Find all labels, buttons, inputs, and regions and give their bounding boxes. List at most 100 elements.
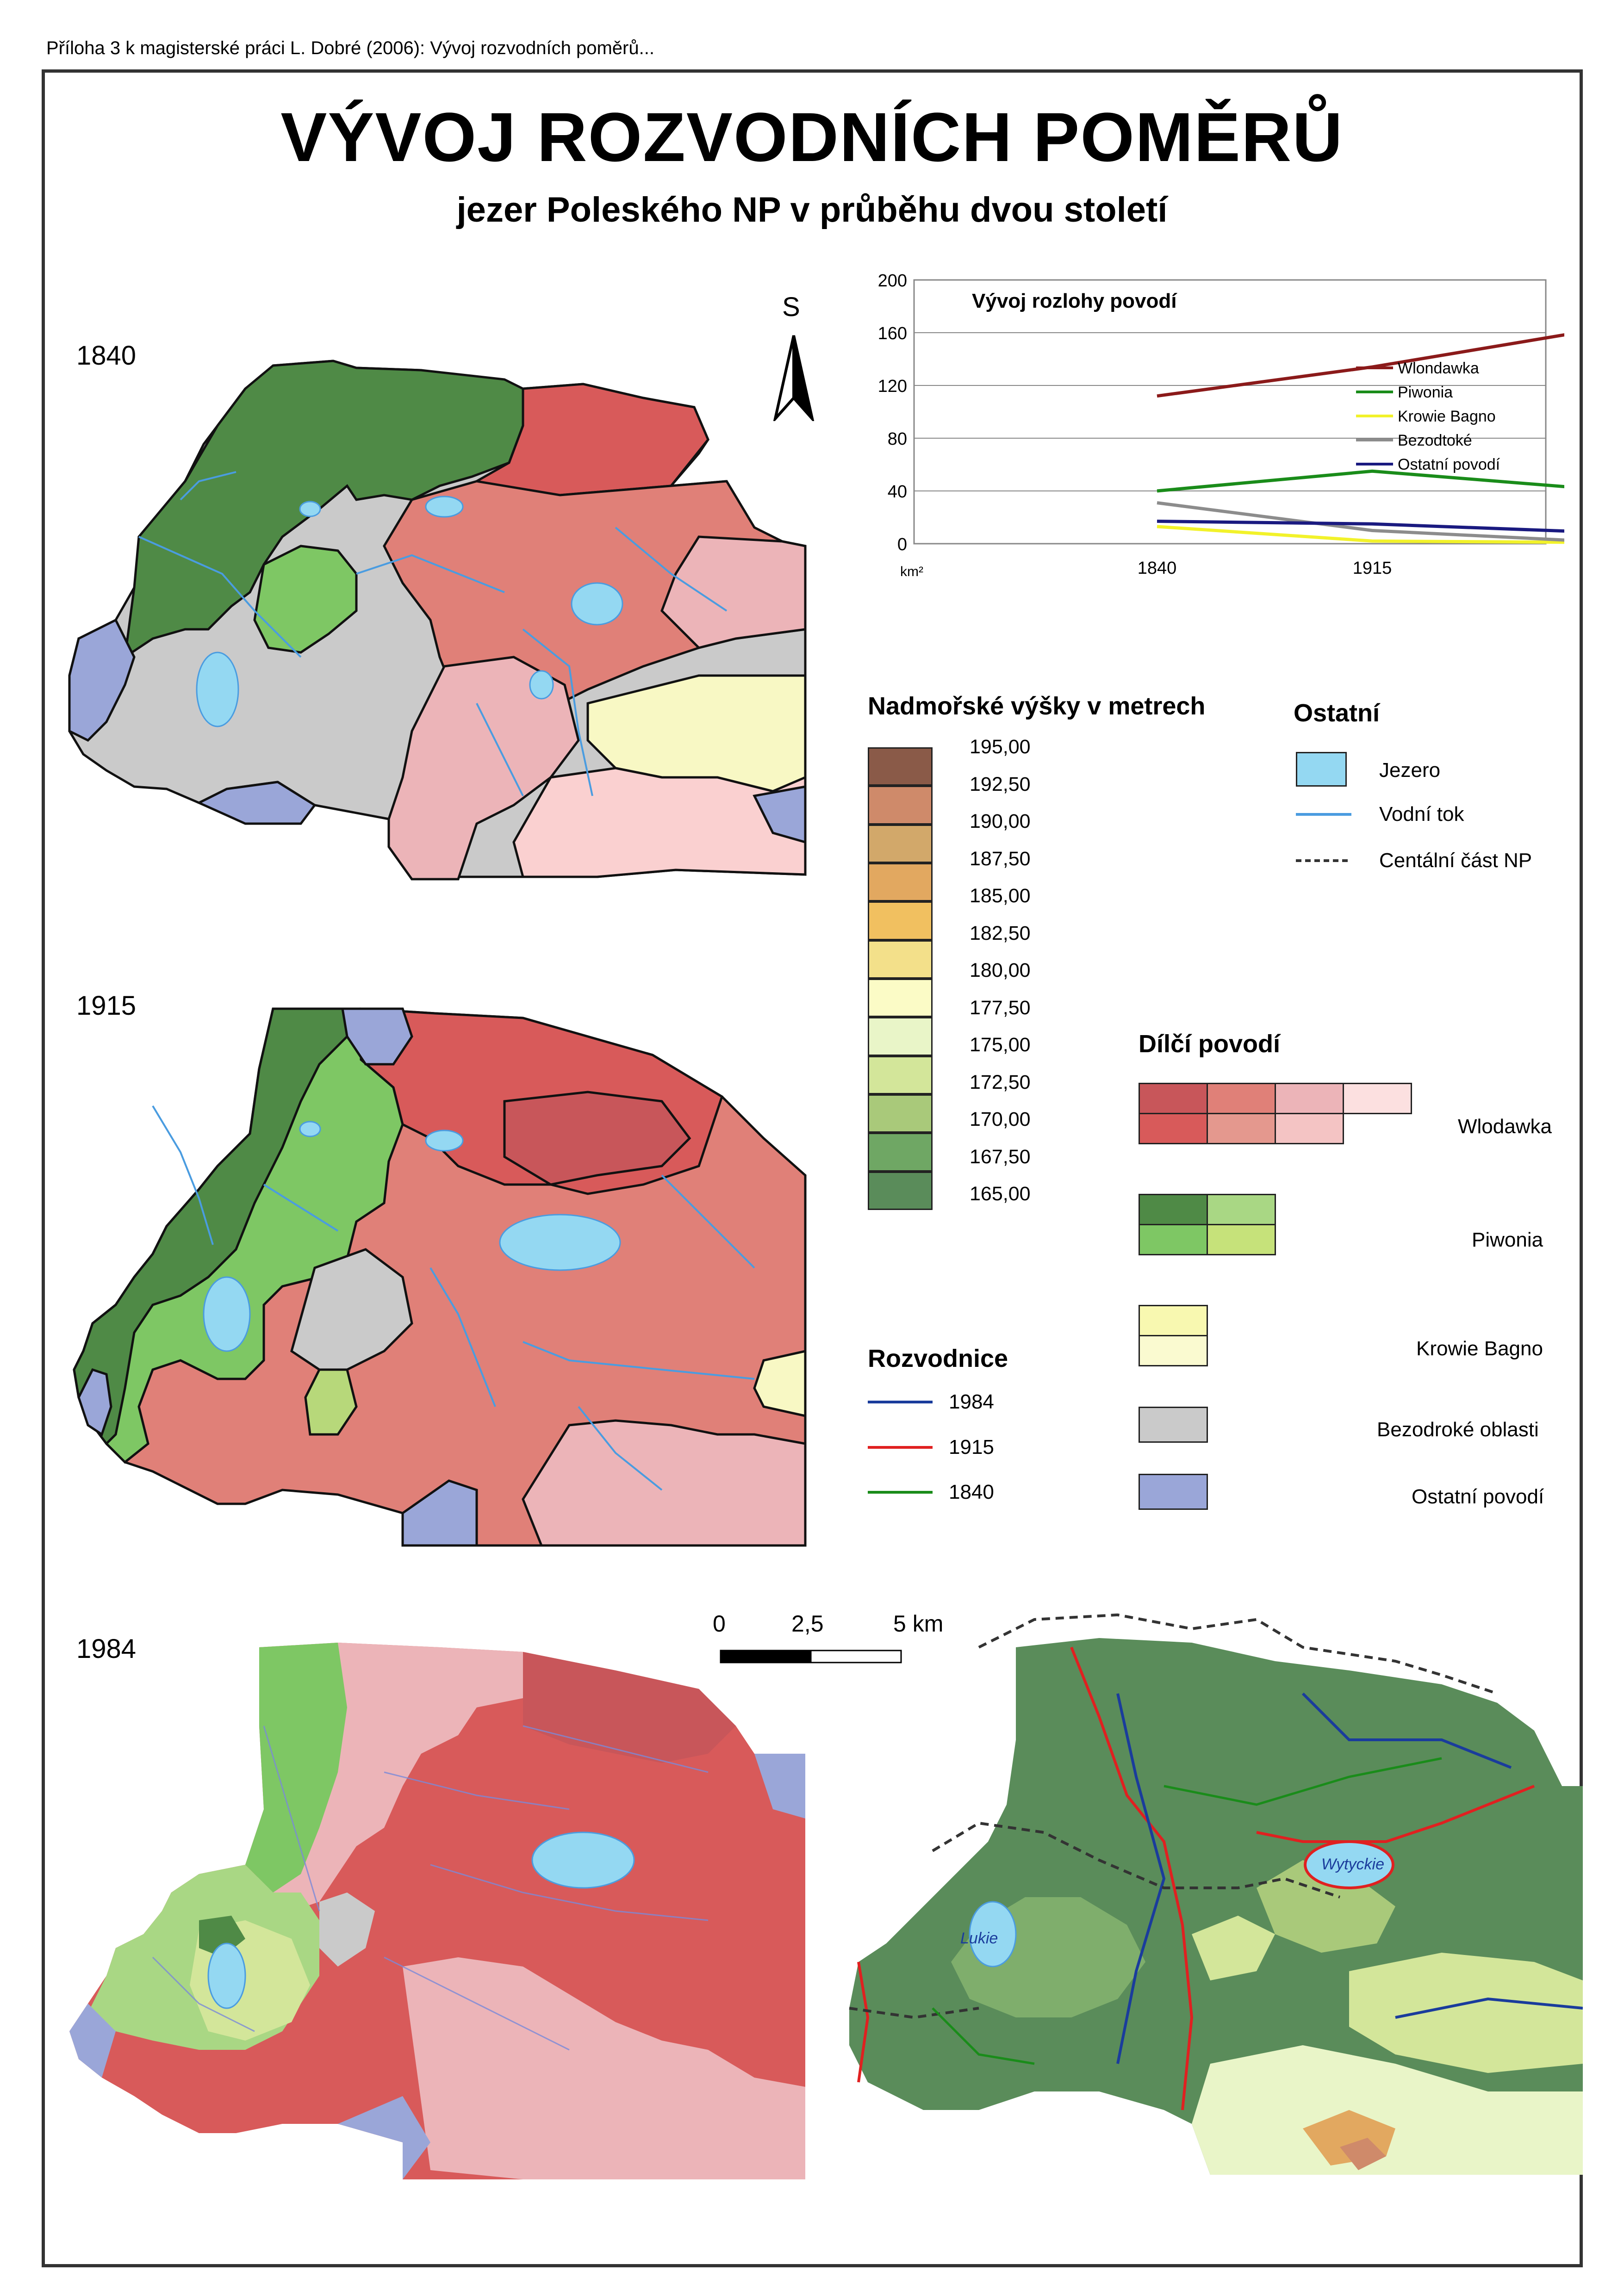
scale-label-5km: 5 km — [893, 1611, 944, 1637]
scale-bar — [720, 1650, 902, 1663]
year-1915-label: 1915 — [76, 991, 137, 1021]
elevation-label: 190,00 — [970, 810, 1031, 832]
elevation-label: 187,50 — [970, 847, 1031, 870]
chart-series-line — [1157, 469, 1564, 493]
scale-label-2-5: 2,5 — [791, 1611, 824, 1637]
elevation-color-ramp — [868, 747, 933, 1210]
page-subtitle: jezer Poleského NP v průběhu dvou stolet… — [456, 190, 1168, 230]
elevation-swatch — [868, 863, 933, 902]
lake-label-lukie: Lukie — [960, 1930, 998, 1947]
subbasin-swatch — [1139, 1474, 1208, 1510]
subbasin-swatch — [1207, 1113, 1276, 1144]
elevation-swatch — [868, 1055, 933, 1094]
subbasin-legend-title: Dílčí povodí — [1139, 1030, 1281, 1058]
subbasin-swatch — [1139, 1305, 1208, 1336]
chart-ytick-label: 0 — [897, 535, 907, 554]
subbasin-swatch — [1207, 1224, 1276, 1255]
elevation-label: 170,00 — [970, 1108, 1031, 1130]
subbasin-wlodawka-label: Wlodawka — [1458, 1115, 1552, 1138]
elevation-label: 167,50 — [970, 1145, 1031, 1168]
chart-legend-label: Krowie Bagno — [1398, 408, 1496, 425]
subbasin-swatch — [1139, 1113, 1208, 1144]
subbasin-piwonia-label: Piwonia — [1472, 1229, 1543, 1251]
chart-ytick-label: 120 — [878, 377, 907, 396]
north-arrow-icon — [773, 335, 815, 421]
elevation-swatch — [868, 747, 933, 786]
chart-series-line — [1157, 520, 1564, 533]
elevation-label: 175,00 — [970, 1034, 1031, 1056]
elevation-swatch — [868, 1094, 933, 1133]
divide-1840-label: 1840 — [949, 1481, 994, 1503]
subbasin-swatch — [1275, 1083, 1344, 1114]
subbasin-swatch — [1139, 1194, 1208, 1225]
divide-1984-label: 1984 — [949, 1390, 994, 1413]
lake-label-wytyckie: Wytyckie — [1321, 1855, 1384, 1873]
legend-lake-label: Jezero — [1379, 759, 1441, 782]
chart-title: Vývoj rozlohy povodí — [972, 290, 1177, 312]
stream-line-symbol — [1296, 813, 1351, 816]
page-title: VÝVOJ ROZVODNÍCH POMĚRŮ — [280, 98, 1344, 176]
elevation-swatch — [868, 1133, 933, 1172]
elevation-label: 195,00 — [970, 736, 1031, 758]
chart-ytick-label: 200 — [878, 271, 907, 291]
elevation-label: 165,00 — [970, 1183, 1031, 1205]
map-1915 — [73, 1007, 807, 1547]
page-frame — [42, 69, 1583, 2267]
elevation-label: 192,50 — [970, 773, 1031, 795]
chart-series-line — [1157, 501, 1564, 542]
elevation-label: 172,50 — [970, 1071, 1031, 1093]
relief-map-1984: Lukie Wytyckie — [849, 1613, 1583, 2175]
chart-legend-label: Bezodtoké — [1398, 432, 1472, 449]
divide-1840-symbol — [868, 1491, 933, 1494]
subbasin-swatch — [1139, 1083, 1208, 1114]
subbasin-swatch — [1343, 1083, 1412, 1114]
scale-label-0: 0 — [713, 1611, 726, 1637]
subbasin-swatch — [1139, 1224, 1208, 1255]
chart-ytick-label: 40 — [888, 482, 907, 502]
year-1840-label: 1840 — [76, 341, 137, 371]
np-center-line-symbol — [1296, 859, 1351, 862]
subbasin-swatch — [1139, 1407, 1208, 1443]
legend-np-center-label: Centální část NP — [1379, 849, 1532, 872]
divides-legend-title: Rozvodnice — [868, 1345, 1008, 1372]
elevation-swatch — [868, 940, 933, 979]
chart-xtick-label: 1915 — [1353, 558, 1392, 578]
divide-1915-symbol — [868, 1446, 933, 1449]
chart-plot-area — [913, 279, 1547, 545]
chart-x-unit: km² — [900, 564, 923, 579]
chart-series-line — [1157, 525, 1564, 544]
elevation-swatch — [868, 979, 933, 1018]
subbasin-other-label: Ostatní povodí — [1412, 1485, 1544, 1508]
chart-xtick-label: 1840 — [1138, 558, 1177, 578]
map-1984 — [69, 1643, 805, 2179]
elevation-swatch — [868, 786, 933, 825]
chart-legend-label: Piwonia — [1398, 384, 1453, 401]
north-label: S — [782, 292, 800, 322]
lake-swatch — [1296, 752, 1347, 787]
chart-ytick-label: 80 — [888, 429, 907, 449]
elevation-legend-title: Nadmořské výšky v metrech — [868, 692, 1206, 720]
year-1984-label: 1984 — [76, 1634, 137, 1664]
subbasin-krowie-bagno-label: Krowie Bagno — [1416, 1337, 1543, 1360]
legend-stream-label: Vodní tok — [1379, 803, 1464, 825]
elevation-label: 180,00 — [970, 959, 1031, 981]
divide-1984-symbol — [868, 1401, 933, 1403]
elevation-label: 185,00 — [970, 885, 1031, 907]
elevation-label: 177,50 — [970, 996, 1031, 1019]
subbasin-swatch — [1207, 1083, 1276, 1114]
chart-legend-label: Ostatní povodí — [1398, 456, 1500, 473]
divide-1915-label: 1915 — [949, 1436, 994, 1458]
chart-ytick-label: 160 — [878, 324, 907, 343]
chart-legend-label: Wlondawka — [1398, 360, 1479, 377]
elevation-swatch — [868, 1171, 933, 1210]
elevation-swatch — [868, 824, 933, 863]
elevation-swatch — [868, 1017, 933, 1056]
subbasin-swatch — [1275, 1113, 1344, 1144]
header-note: Příloha 3 k magisterské práci L. Dobré (… — [46, 38, 654, 58]
map-1840 — [68, 360, 807, 881]
subbasin-bezodroke-label: Bezodroké oblasti — [1377, 1418, 1539, 1441]
subbasin-swatch — [1207, 1194, 1276, 1225]
subbasin-swatch — [1139, 1335, 1208, 1366]
elevation-label: 182,50 — [970, 922, 1031, 944]
